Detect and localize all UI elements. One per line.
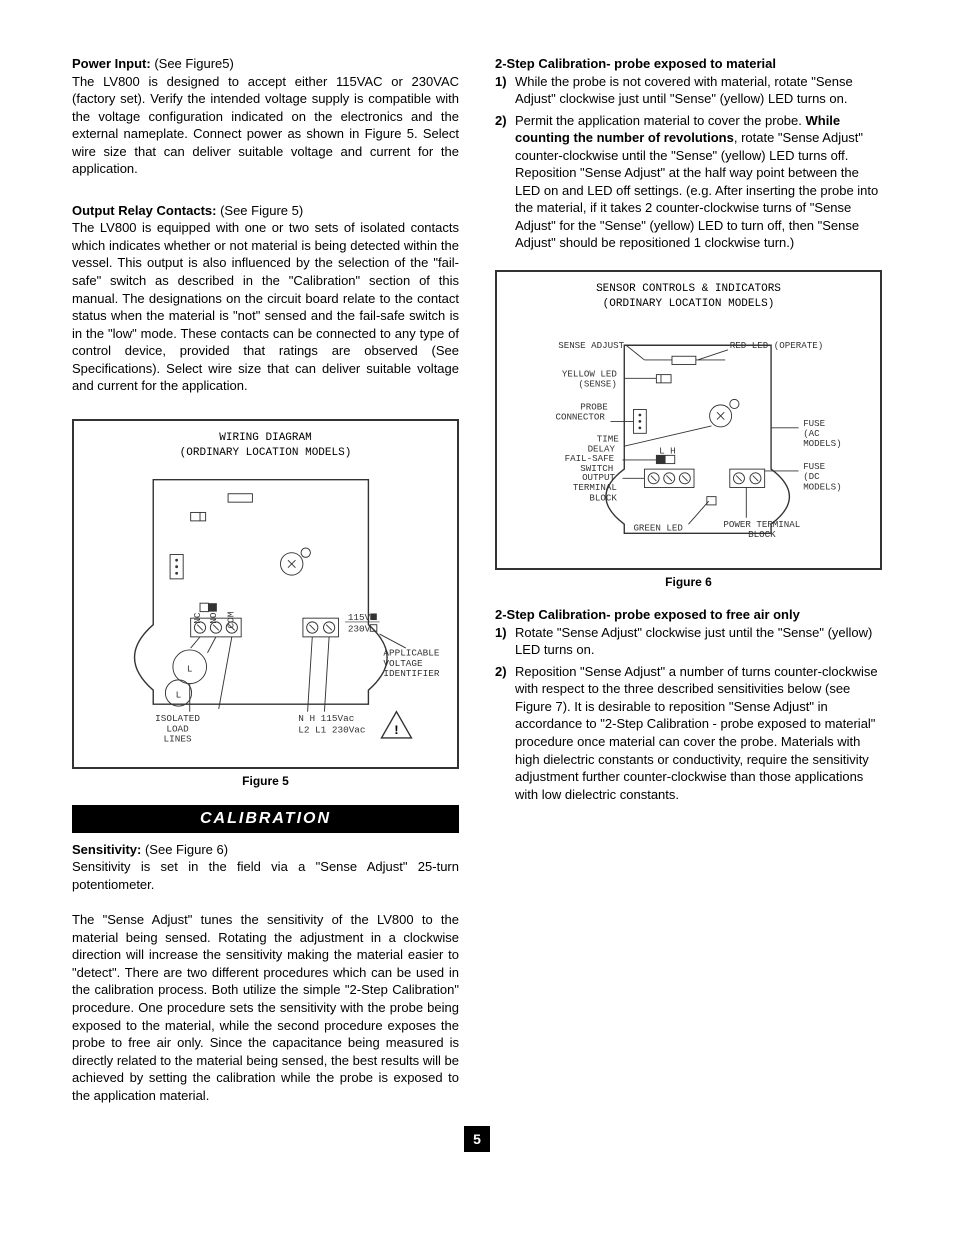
fig6-out3: BLOCK [589, 492, 617, 503]
fig5-iso3: LINES [164, 733, 192, 744]
cal-material-steps: 1) While the probe is not covered with m… [495, 73, 882, 252]
fig6-power2: BLOCK [748, 529, 776, 540]
figure-5: WIRING DIAGRAM (ORDINARY LOCATION MODELS… [72, 419, 459, 769]
fig6-green: GREEN LED [633, 522, 683, 533]
output-relay-body: The LV800 is equipped with one or two se… [72, 219, 459, 394]
svg-text:L: L [187, 663, 193, 674]
page-number: 5 [464, 1126, 490, 1152]
step2-pre: Permit the application material to cover… [515, 113, 805, 128]
step-num: 2) [495, 663, 515, 803]
figure-6: SENSOR CONTROLS & INDICATORS (ORDINARY L… [495, 270, 882, 570]
fig5-title1: WIRING DIAGRAM [82, 431, 449, 446]
fig6-yellow2: (SENSE) [578, 378, 616, 389]
cal-material-head: 2-Step Calibration- probe exposed to mat… [495, 55, 882, 73]
fig6-caption: Figure 6 [495, 574, 882, 590]
fig5-com: COM [226, 611, 237, 628]
sensitivity-heading: Sensitivity: [72, 842, 141, 857]
fig6-probe2: CONNECTOR [555, 411, 605, 422]
fig5-iso1: ISOLATED [155, 713, 200, 724]
output-relay-ref: (See Figure 5) [216, 203, 303, 218]
step-text: Permit the application material to cover… [515, 112, 882, 252]
step2-post: , rotate "Sense Adjust" counter-clockwis… [515, 130, 878, 250]
fig5-avi3: IDENTIFIER [383, 668, 439, 679]
step-num: 1) [495, 73, 515, 108]
step-text: Reposition "Sense Adjust" a number of tu… [515, 663, 882, 803]
fig6-lh: L H [659, 445, 675, 456]
sensitivity-block: Sensitivity: (See Figure 6) Sensitivity … [72, 841, 459, 1105]
right-column: 2-Step Calibration- probe exposed to mat… [495, 55, 882, 1106]
power-input-ref: (See Figure5) [151, 56, 234, 71]
fig6-sense-adjust: SENSE ADJUST [558, 340, 624, 351]
fig5-title2: (ORDINARY LOCATION MODELS) [82, 446, 449, 461]
cal-air-steps: 1) Rotate "Sense Adjust" clockwise just … [495, 624, 882, 803]
power-input-block: Power Input: (See Figure5) The LV800 is … [72, 55, 459, 178]
step-num: 1) [495, 624, 515, 659]
fig6-models1: MODELS) [803, 438, 841, 449]
power-input-body: The LV800 is designed to accept either 1… [72, 73, 459, 178]
step-text: Rotate "Sense Adjust" clockwise just unt… [515, 624, 882, 659]
cal-air-head: 2-Step Calibration- probe exposed to fre… [495, 606, 882, 624]
left-column: Power Input: (See Figure5) The LV800 is … [72, 55, 459, 1106]
svg-text:!: ! [393, 723, 401, 738]
power-input-heading: Power Input: [72, 56, 151, 71]
calibration-header: CALIBRATION [72, 805, 459, 833]
fig6-diagram: L H SENSE ADJUST [505, 312, 872, 562]
step-text: While the probe is not covered with mate… [515, 73, 882, 108]
fig6-models2: MODELS) [803, 481, 841, 492]
output-relay-heading: Output Relay Contacts: [72, 203, 216, 218]
fig5-nc: NC [192, 612, 203, 624]
step-num: 2) [495, 112, 515, 252]
content-columns: Power Input: (See Figure5) The LV800 is … [72, 55, 882, 1106]
fig5-iso2: LOAD [166, 723, 189, 734]
svg-text:L: L [176, 689, 182, 700]
fig6-red: RED LED (OPERATE) [730, 340, 823, 351]
sensitivity-body1: Sensitivity is set in the field via a "S… [72, 858, 459, 893]
fig5-avi1: APPLICABLE [383, 647, 439, 658]
fig5-no: NO [208, 612, 219, 624]
sensitivity-ref: (See Figure 6) [141, 842, 228, 857]
fig5-115v: 115V [348, 612, 371, 623]
fig6-title1: SENSOR CONTROLS & INDICATORS [505, 282, 872, 297]
fig5-nh: N H 115Vac [298, 713, 354, 724]
fig5-avi2: VOLTAGE [383, 657, 423, 668]
fig5-caption: Figure 5 [72, 773, 459, 789]
fig5-l2l1: L2 L1 230Vac [298, 724, 365, 735]
sensitivity-body2: The "Sense Adjust" tunes the sensitivity… [72, 911, 459, 1104]
fig5-230v: 230V [348, 623, 371, 634]
fig6-title2: (ORDINARY LOCATION MODELS) [505, 297, 872, 312]
fig5-diagram: NC NO COM 115V 230V L L [82, 461, 449, 751]
output-relay-block: Output Relay Contacts: (See Figure 5) Th… [72, 202, 459, 395]
